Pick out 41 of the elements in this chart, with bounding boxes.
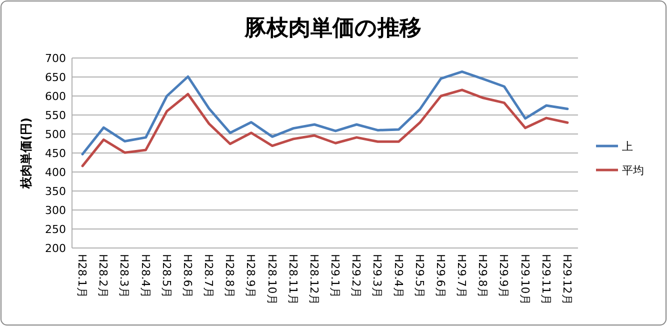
x-tick-label: H29.11月 [539, 254, 552, 305]
line-series [81, 88, 569, 168]
x-tick-label: H28.7月 [202, 254, 216, 298]
x-tick-label: H29.2月 [350, 254, 363, 298]
x-tick-label: H29.7月 [455, 254, 468, 298]
y-tick-label: 300 [45, 204, 66, 217]
y-tick-label: 400 [45, 166, 66, 179]
x-tick-label: H29.3月 [370, 254, 384, 298]
legend-label: 上 [622, 140, 633, 153]
x-tick-label: H29.4月 [392, 254, 405, 298]
y-tick-label: 250 [45, 223, 66, 236]
x-tick-label: H28.12月 [307, 254, 320, 305]
x-tick-label: H29.6月 [434, 254, 447, 298]
x-tick-label: H29.5月 [412, 254, 426, 298]
x-tick-label: H29.9月 [497, 254, 510, 298]
x-tick-label: H28.11月 [286, 254, 300, 305]
x-tick-label: H28.9月 [244, 254, 258, 298]
y-tick-label: 700 [45, 52, 66, 65]
chart-title: 豚枝肉単価の推移 [244, 16, 422, 41]
line-series [81, 70, 569, 156]
y-tick-label: 500 [45, 128, 66, 141]
y-tick-label: 200 [45, 242, 66, 255]
x-tick-label: H29.12月 [560, 254, 574, 305]
y-tick-label: 650 [45, 71, 66, 84]
y-tick-label: 550 [45, 109, 66, 122]
x-tick-label: H29.10月 [518, 254, 532, 305]
x-tick-label: H29.1月 [328, 254, 342, 298]
y-axis-title: 枝肉単価(円) [19, 118, 33, 190]
x-tick-label: H29.8月 [476, 254, 490, 298]
y-tick-label: 350 [45, 185, 66, 198]
x-tick-label: H28.3月 [118, 254, 131, 298]
y-tick-label: 450 [45, 147, 66, 160]
x-tick-label: H28.2月 [96, 254, 110, 298]
x-tick-label: H28.1月 [76, 254, 89, 298]
y-tick-label: 600 [45, 90, 66, 103]
x-tick-label: H28.4月 [138, 254, 152, 298]
x-tick-label: H28.5月 [160, 254, 173, 298]
x-tick-label: H28.10月 [265, 254, 278, 305]
legend-label: 平均 [622, 164, 644, 177]
x-tick-label: H28.6月 [180, 254, 194, 298]
x-tick-label: H28.8月 [223, 254, 236, 298]
